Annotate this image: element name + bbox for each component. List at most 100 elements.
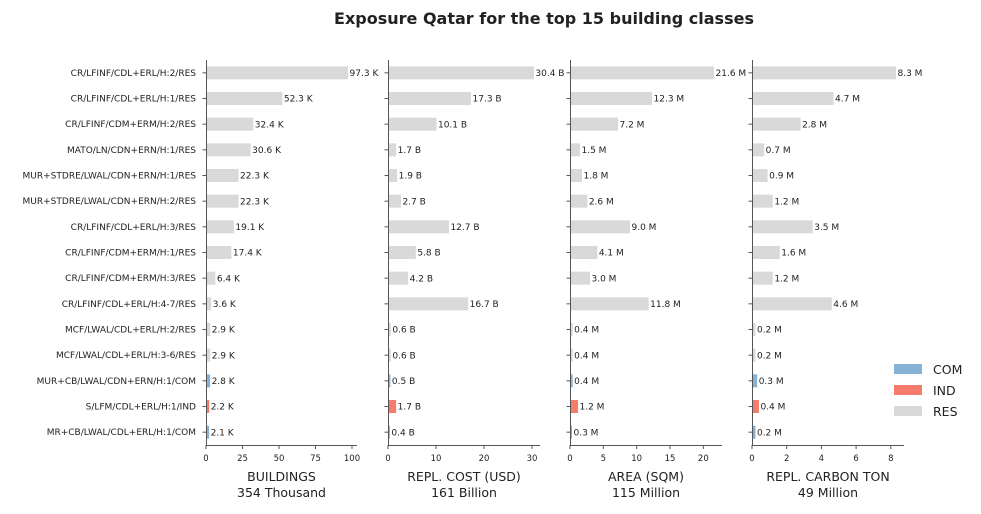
bar: [388, 194, 401, 208]
category-label: MUR+STDRE/LWAL/CDN+ERN/H:1/RES: [23, 172, 197, 182]
data-label: 8.3 M: [898, 69, 923, 79]
bar: [570, 348, 573, 362]
data-label: 32.4 K: [255, 120, 285, 130]
data-label: 0.9 M: [769, 172, 794, 182]
category-label: S/LFM/CDL+ERL/H:1/IND: [86, 403, 196, 413]
data-label: 9.0 M: [632, 223, 657, 233]
bar: [388, 271, 409, 285]
legend-item-com: COM: [894, 362, 962, 377]
data-label: 21.6 M: [716, 69, 747, 79]
data-label: 1.9 B: [399, 172, 422, 182]
bar: [752, 169, 768, 182]
category-label: CR/LFINF/CDL+ERL/H:2/RES: [71, 69, 197, 79]
bar: [570, 220, 630, 234]
category-label: MCF/LWAL/CDL+ERL/H:2/RES: [65, 326, 196, 336]
legend-swatch: [894, 406, 922, 416]
x-tick-label: 15: [665, 454, 676, 464]
data-label: 4.6 M: [833, 300, 858, 310]
bar: [752, 374, 758, 388]
legend-item-ind: IND: [894, 383, 956, 398]
bar: [570, 66, 714, 80]
data-label: 0.3 M: [759, 377, 784, 387]
bar: [388, 246, 416, 259]
bar: [388, 92, 472, 105]
bar: [206, 425, 210, 439]
category-label: MCF/LWAL/CDL+ERL/H:3-6/RES: [56, 351, 196, 361]
bar: [206, 374, 211, 388]
data-label: 0.3 M: [574, 428, 599, 438]
data-label: 1.2 M: [774, 274, 799, 284]
x-tick-label: 75: [310, 454, 321, 464]
category-label: MUR+CB/LWAL/CDN+ERN/H:1/COM: [37, 377, 196, 387]
data-label: 2.8 K: [212, 377, 236, 387]
bar: [388, 374, 391, 388]
x-tick-label: 0: [385, 454, 390, 464]
data-label: 12.3 M: [654, 95, 685, 105]
legend: COM IND RES: [894, 362, 962, 419]
x-tick-label: 100: [344, 454, 360, 464]
bar: [388, 323, 391, 336]
category-label: CR/LFINF/CDM+ERM/H:3/RES: [65, 274, 196, 284]
data-label: 0.4 B: [391, 428, 414, 438]
x-axis-title: REPL. COST (USD): [407, 469, 521, 484]
chart-title: Exposure Qatar for the top 15 building c…: [334, 9, 754, 28]
bar: [752, 194, 773, 208]
data-label: 0.5 B: [392, 377, 415, 387]
bar: [752, 143, 765, 157]
data-label: 17.3 B: [473, 95, 502, 105]
x-axis-total: 354 Thousand: [237, 485, 326, 500]
data-label: 4.1 M: [599, 249, 624, 259]
bar: [752, 117, 801, 131]
data-label: 7.2 M: [620, 120, 645, 130]
data-label: 3.5 M: [814, 223, 839, 233]
data-label: 6.4 K: [217, 274, 241, 284]
data-label: 1.2 M: [580, 403, 605, 413]
bar: [206, 92, 283, 105]
x-axis-title: BUILDINGS: [247, 469, 316, 484]
bar: [570, 374, 573, 388]
data-label: 16.7 B: [470, 300, 499, 310]
x-tick-label: 4: [819, 454, 824, 464]
bar: [570, 117, 618, 131]
x-tick-label: 20: [479, 454, 490, 464]
data-label: 2.8 M: [802, 120, 827, 130]
bar: [752, 425, 756, 439]
x-tick-label: 20: [698, 454, 709, 464]
category-label: CR/LFINF/CDL+ERL/H:1/RES: [71, 95, 197, 105]
x-tick-label: 0: [567, 454, 572, 464]
panel-1: 97.3 K 52.3 K 32.4 K 30.6 K 22.3 K 22.3 K 19.1…: [202, 60, 380, 500]
bar: [206, 400, 210, 413]
data-label: 17.4 K: [233, 249, 263, 259]
x-axis-total: 49 Million: [798, 485, 858, 500]
bar: [206, 169, 239, 182]
panel-2: 30.4 B 17.3 B 10.1 B 1.7 B 1.9 B 2.7 B 12.7 B 5…: [384, 60, 564, 500]
data-label: 2.1 K: [211, 428, 235, 438]
bar: [388, 348, 391, 362]
x-tick-label: 10: [631, 454, 642, 464]
bar: [752, 66, 896, 80]
bar: [206, 348, 211, 362]
data-label: 97.3 K: [350, 69, 380, 79]
category-label: CR/LFINF/CDM+ERM/H:1/RES: [65, 249, 196, 259]
bar: [752, 400, 759, 413]
category-label: CR/LFINF/CDL+ERL/H:3/RES: [71, 223, 197, 233]
bar: [752, 246, 780, 259]
x-axis-total: 161 Billion: [431, 485, 497, 500]
bar: [570, 323, 573, 336]
bar: [206, 66, 349, 80]
data-label: 2.9 K: [212, 326, 236, 336]
data-label: 0.2 M: [757, 428, 782, 438]
data-label: 11.8 M: [650, 300, 681, 310]
bar: [752, 271, 773, 285]
legend-label: IND: [933, 383, 956, 398]
data-label: 0.4 M: [574, 377, 599, 387]
data-label: 4.2 B: [410, 274, 433, 284]
x-tick-label: 10: [431, 454, 442, 464]
data-label: 0.7 M: [766, 146, 791, 156]
bar: [570, 297, 649, 311]
category-label: CR/LFINF/CDL+ERL/H:4-7/RES: [62, 300, 197, 310]
bar: [388, 169, 398, 182]
bar: [752, 348, 756, 362]
y-axis-labels: CR/LFINF/CDL+ERL/H:2/RES CR/LFINF/CDL+ERL…: [23, 69, 197, 438]
